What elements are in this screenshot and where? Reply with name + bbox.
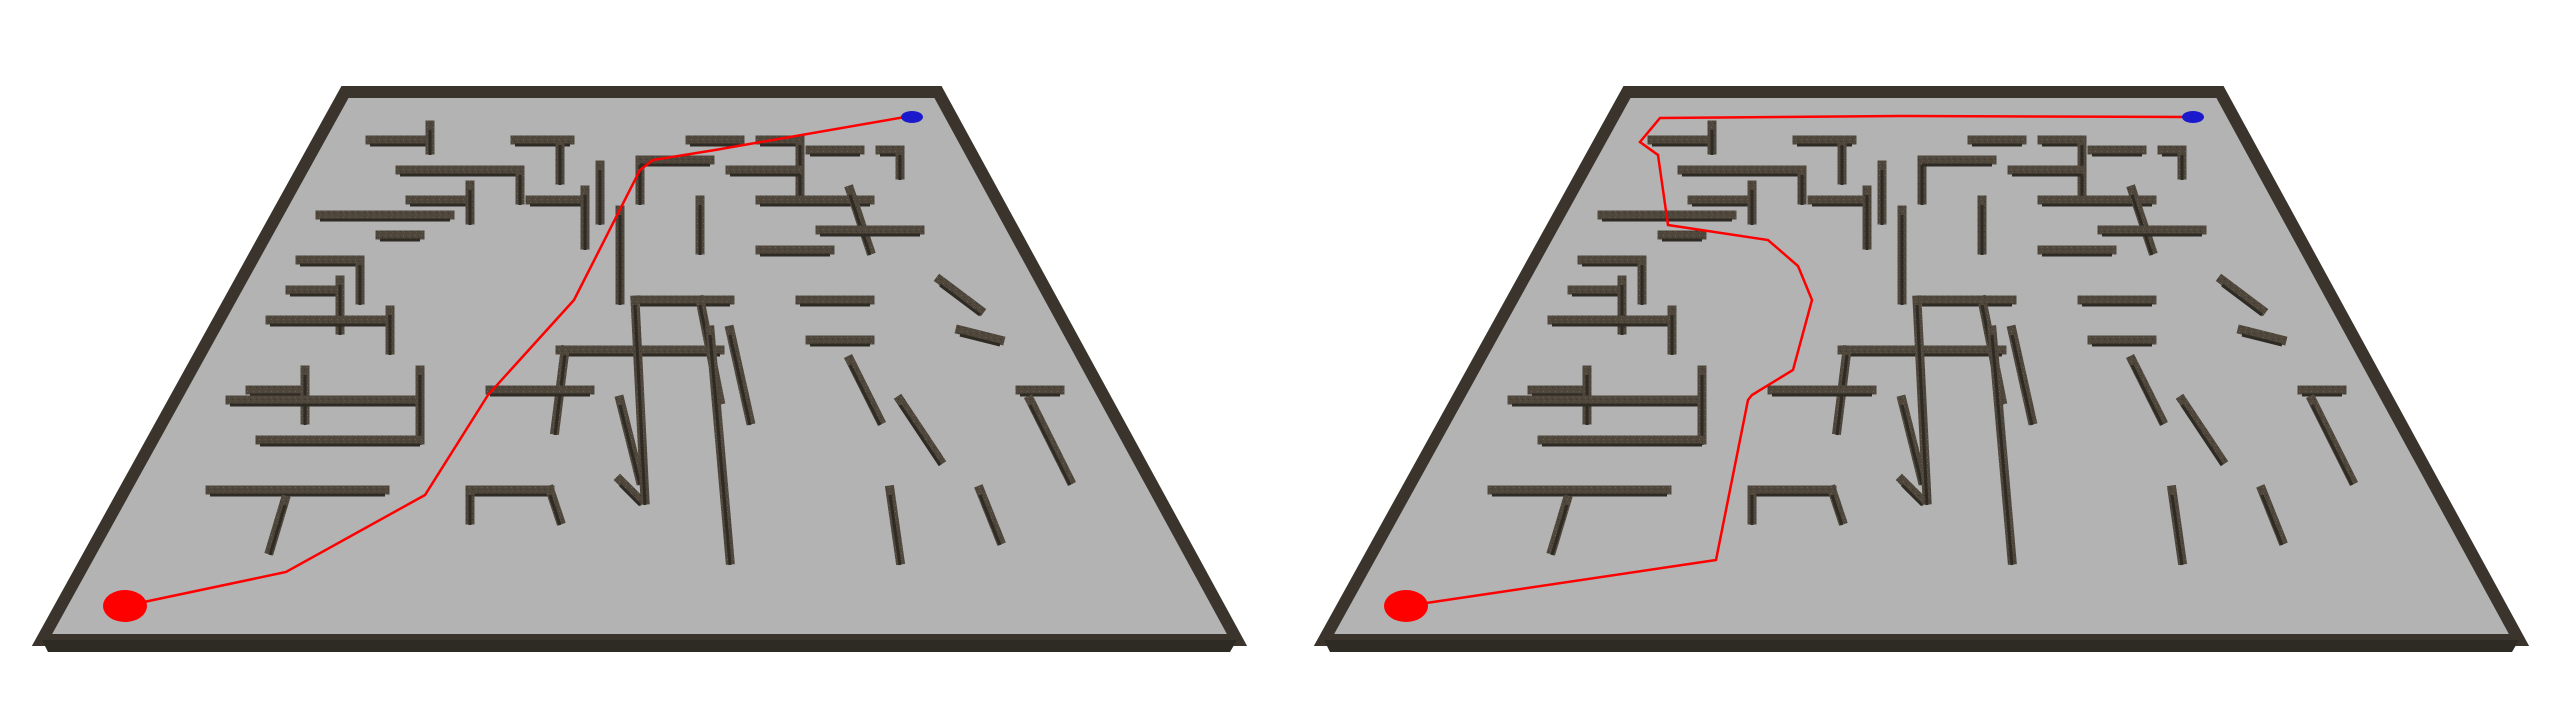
maze-border-front	[42, 640, 1237, 652]
maze-wall-shadow	[633, 304, 647, 506]
maze-wall	[544, 484, 566, 526]
maze-wall	[613, 473, 647, 507]
goal-marker	[2182, 111, 2204, 123]
maze-wall	[844, 184, 876, 256]
maze-wall-shadow	[2260, 494, 2284, 546]
maze-wall-shadow	[728, 334, 752, 426]
maze-wall	[2256, 484, 2288, 546]
maze-wall	[954, 324, 1006, 346]
maze-wall-shadow	[2130, 194, 2154, 256]
maze-wall-shadow	[1550, 504, 1569, 556]
maze-wall-shadow	[959, 333, 1001, 347]
start-marker	[1384, 590, 1428, 622]
goal-marker	[901, 111, 923, 123]
maze-wall-shadow	[618, 483, 642, 507]
maze-wall-shadow	[708, 334, 732, 566]
maze-wall-shadow	[848, 194, 872, 256]
maze-wall	[1023, 393, 1077, 487]
maze-wall	[974, 484, 1006, 546]
solution-path	[124, 115, 906, 608]
maze-wall-shadow	[2010, 334, 2034, 426]
maze-wall-shadow	[1915, 304, 1929, 506]
maze-wall-shadow	[1900, 404, 1924, 486]
maze-wall-shadow	[1028, 404, 1072, 486]
maze-border-front	[1324, 640, 2519, 652]
maze-wall-shadow	[618, 404, 642, 486]
maze-wall-shadow	[548, 494, 562, 526]
maze-wall-shadow	[939, 283, 981, 317]
maze-wall-shadow	[978, 494, 1002, 546]
maze-wall-shadow	[1990, 334, 2014, 566]
maze-wall-shadow	[2170, 494, 2184, 566]
maze-wall	[1826, 484, 1848, 526]
maze-wall	[2215, 273, 2269, 317]
maze-wall-shadow	[888, 494, 902, 566]
maze-wall	[2125, 353, 2169, 427]
maze-wall-shadow	[268, 504, 287, 556]
maze-wall-shadow	[898, 404, 942, 466]
maze-wall-shadow	[2310, 404, 2354, 486]
maze-wall	[2126, 184, 2158, 256]
start-marker	[103, 590, 147, 622]
maze-walls	[1487, 120, 2359, 566]
maze-panel-left	[31, 86, 1248, 652]
maze-panel-right	[1313, 86, 2530, 652]
maze-wall-shadow	[1830, 494, 1844, 526]
maze-wall	[2175, 393, 2229, 467]
maze-wall	[1895, 473, 1929, 507]
maze-wall	[893, 393, 947, 467]
maze-walls	[205, 120, 1077, 566]
solution-path	[1405, 114, 2189, 608]
maze-wall-shadow	[2221, 283, 2263, 317]
maze-wall-shadow	[848, 364, 882, 426]
maze-wall	[2305, 393, 2359, 487]
maze-wall-shadow	[1900, 483, 1924, 507]
maze-wall	[2236, 324, 2288, 346]
maze-wall-shadow	[2180, 404, 2224, 466]
maze-wall-shadow	[2130, 364, 2164, 426]
maze-wall	[843, 353, 887, 427]
maze-wall-shadow	[2241, 333, 2283, 347]
maze-wall	[933, 273, 987, 317]
